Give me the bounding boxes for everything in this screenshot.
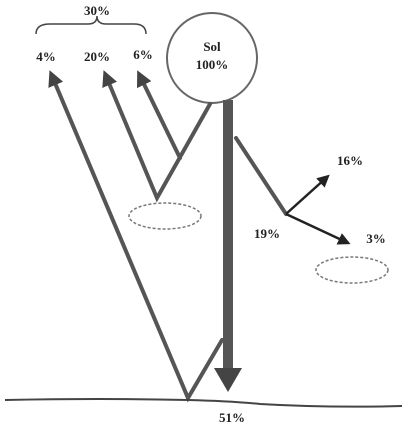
arrow (48, 70, 224, 403)
atmosphere-label: 16% (337, 153, 363, 168)
atmosphere-label: 3% (366, 231, 386, 246)
arrow (285, 174, 330, 215)
reflected-label: 20% (84, 49, 110, 64)
reflected-total: 30% (84, 3, 110, 18)
atmosphere-total: 19% (254, 226, 280, 241)
ground (4, 398, 403, 408)
cloud (128, 202, 202, 230)
arrow (234, 136, 288, 216)
arrowhead (214, 368, 242, 392)
sun-name: Sol (203, 39, 221, 54)
arrow (137, 70, 182, 160)
brace (35, 15, 147, 35)
reflected-label: 4% (36, 49, 56, 64)
sun (166, 12, 258, 104)
arrow (102, 70, 212, 203)
reflected-label: 6% (133, 47, 153, 62)
arrow (285, 212, 351, 245)
surface-label: 51% (219, 410, 245, 425)
sun-value: 100% (196, 57, 229, 72)
cloud (315, 256, 389, 284)
